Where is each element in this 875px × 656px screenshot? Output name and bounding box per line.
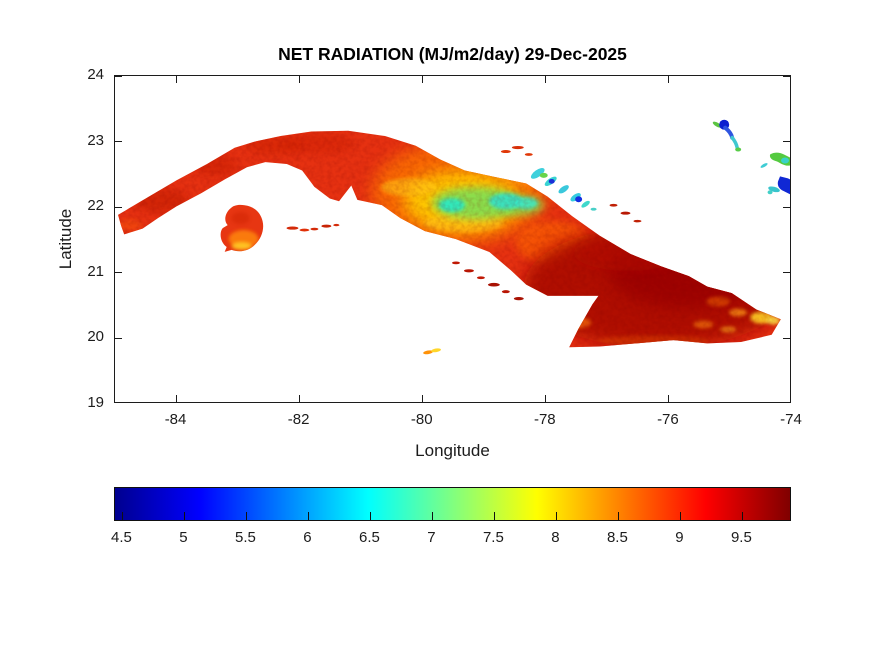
colorbar-tick — [741, 512, 743, 520]
y-tick — [115, 272, 122, 274]
x-tick-top — [668, 76, 670, 83]
plot-area — [114, 75, 791, 403]
colorbar-tick-label: 7 — [427, 529, 436, 546]
y-tick-label: 23 — [87, 131, 104, 149]
colorbar-tick-label: 7.5 — [482, 529, 504, 546]
cuba-radiation-map — [117, 119, 790, 355]
y-tick — [115, 141, 122, 143]
y-tick-right — [783, 337, 790, 339]
y-tick-label: 19 — [87, 394, 104, 411]
colorbar-tick — [307, 512, 309, 520]
cayman-islets — [423, 348, 441, 355]
y-tick-right — [783, 141, 790, 143]
y-tick-right — [783, 272, 790, 274]
isla-de-la-juventud — [220, 204, 264, 252]
colorbar — [114, 487, 791, 521]
x-tick-top — [545, 76, 547, 83]
colorbar-tick-label: 9.5 — [730, 529, 752, 546]
x-tick-label: -82 — [287, 411, 310, 428]
y-tick-right — [783, 76, 790, 77]
colorbar-tick-label: 9 — [675, 529, 684, 546]
colorbar-tick — [617, 512, 619, 520]
colorbar-gradient — [115, 488, 790, 520]
colorbar-tick-label: 5.5 — [234, 529, 256, 546]
x-tick — [545, 395, 547, 402]
x-tick-label: -78 — [533, 411, 556, 428]
x-tick-top — [176, 76, 178, 83]
south-keys — [286, 223, 524, 301]
y-tick — [115, 337, 122, 339]
x-tick-label: -80 — [410, 411, 433, 428]
y-tick-label: 22 — [87, 197, 104, 215]
colorbar-tick-label: 6 — [303, 529, 312, 546]
colorbar-tick — [431, 512, 433, 520]
y-tick-right — [783, 206, 790, 208]
colorbar-tick — [369, 512, 371, 520]
north-keys — [500, 145, 642, 223]
y-tick — [115, 76, 122, 77]
colorbar-tick — [679, 512, 681, 520]
colorbar-tick-label: 4.5 — [111, 529, 132, 546]
x-tick-top — [299, 76, 301, 83]
x-tick — [299, 395, 301, 402]
colorbar-tick-label: 8.5 — [606, 529, 628, 546]
x-tick — [668, 395, 670, 402]
y-tick — [115, 206, 122, 208]
colorbar-tick — [555, 512, 557, 520]
colorbar-tick-label: 8 — [551, 529, 560, 546]
y-tick-label: 24 — [87, 66, 104, 83]
colorbar-tick-label: 5 — [179, 529, 188, 546]
y-tick-label: 20 — [87, 328, 104, 346]
x-tick-top — [422, 76, 424, 83]
chart-title: NET RADIATION (MJ/m2/day) 29-Dec-2025 — [278, 44, 627, 64]
x-tick-label: -74 — [780, 411, 802, 428]
x-tick — [422, 395, 424, 402]
colorbar-tick — [493, 512, 495, 520]
cuba-mainland — [117, 130, 781, 348]
colorbar-tick-label: 6.5 — [358, 529, 380, 546]
x-tick-label: -76 — [657, 411, 679, 428]
x-tick — [176, 395, 178, 402]
bahamas-islets — [712, 119, 790, 195]
colorbar-tick — [183, 512, 185, 520]
y-tick-label: 21 — [87, 262, 104, 280]
colorbar-tick — [245, 512, 247, 520]
y-axis-label: Latitude — [56, 208, 75, 270]
x-axis-label: Longitude — [415, 441, 490, 460]
x-tick-label: -84 — [164, 411, 187, 428]
colorbar-tick — [121, 512, 123, 520]
